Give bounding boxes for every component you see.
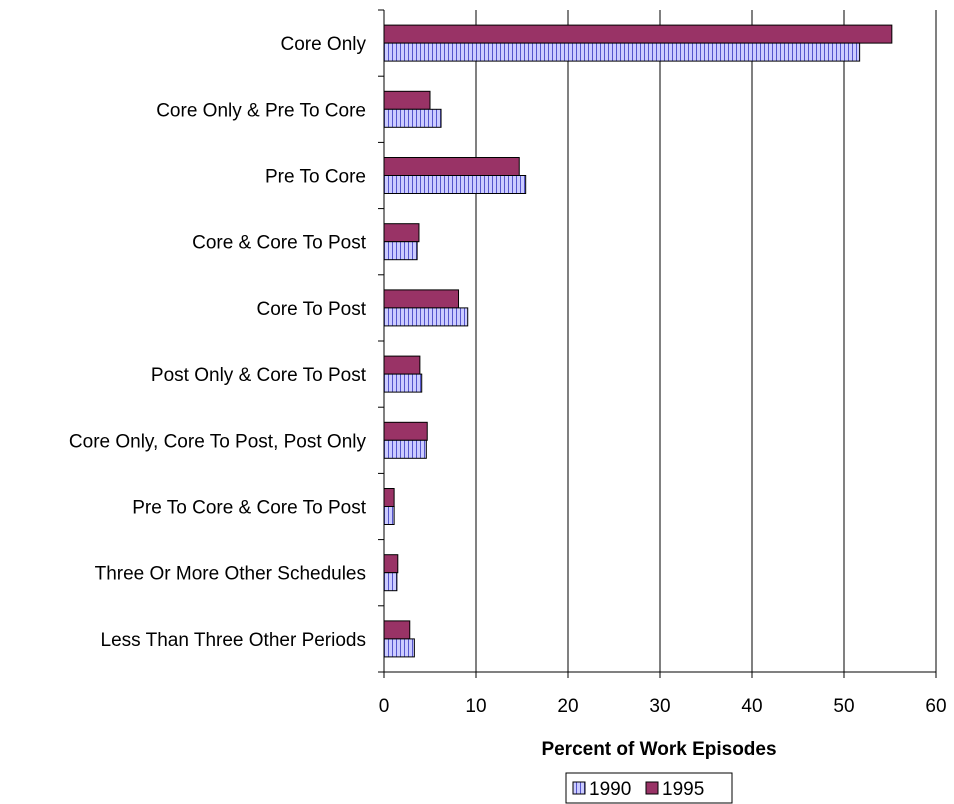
bar-1995 [383, 620, 411, 640]
legend-swatch-1995 [645, 781, 659, 795]
bar-1990 [383, 175, 527, 194]
legend-label-1995: 1995 [662, 779, 704, 800]
bars [383, 24, 893, 658]
bar-1990 [383, 307, 469, 327]
x-tick-label: 20 [557, 696, 578, 717]
legend: 1990 1995 [565, 772, 733, 804]
x-tick-label: 40 [741, 696, 762, 717]
bar-1995 [383, 24, 893, 44]
x-axis-title: Percent of Work Episodes [541, 739, 776, 760]
bar-1990 [383, 439, 427, 459]
bar-1995 [383, 157, 520, 176]
gridlines [475, 10, 937, 672]
bar-1990 [383, 506, 395, 525]
bar-1990 [383, 572, 398, 592]
bar-1995 [383, 90, 431, 110]
category-label: Post Only & Core To Post [151, 365, 367, 386]
bar-1990 [383, 108, 442, 128]
bar-1995 [383, 355, 421, 375]
category-label: Core & Core To Post [192, 233, 367, 254]
category-label: Core Only, Core To Post, Post Only [69, 431, 367, 452]
bar-1995 [383, 421, 428, 441]
x-tick-label: 10 [465, 696, 486, 717]
category-label: Less Than Three Other Periods [101, 630, 366, 651]
x-tick-label: 30 [649, 696, 670, 717]
x-tick-label: 60 [925, 696, 946, 717]
category-label: Core Only [280, 34, 366, 55]
bar-1990 [383, 241, 418, 261]
category-label: Three Or More Other Schedules [95, 564, 366, 585]
legend-swatch-1990 [572, 781, 586, 795]
category-label: Pre To Core [265, 167, 366, 188]
category-label: Core To Post [257, 299, 367, 320]
axes: 0 10 20 30 40 50 60 [378, 9, 947, 717]
category-labels: Core Only Core Only & Pre To Core Pre To C… [69, 34, 367, 651]
bar-1995 [383, 223, 420, 243]
bar-1990 [383, 42, 861, 62]
category-label: Pre To Core & Core To Post [132, 498, 366, 519]
legend-label-1990: 1990 [589, 779, 631, 800]
bar-1995 [383, 554, 399, 574]
bar-1990 [383, 638, 415, 658]
bar-1995 [383, 289, 460, 309]
bar-1990 [383, 373, 423, 393]
x-tick-label: 0 [379, 696, 390, 717]
category-label: Core Only & Pre To Core [156, 100, 366, 121]
x-tick-label: 50 [833, 696, 854, 717]
bar-1995 [383, 488, 395, 507]
